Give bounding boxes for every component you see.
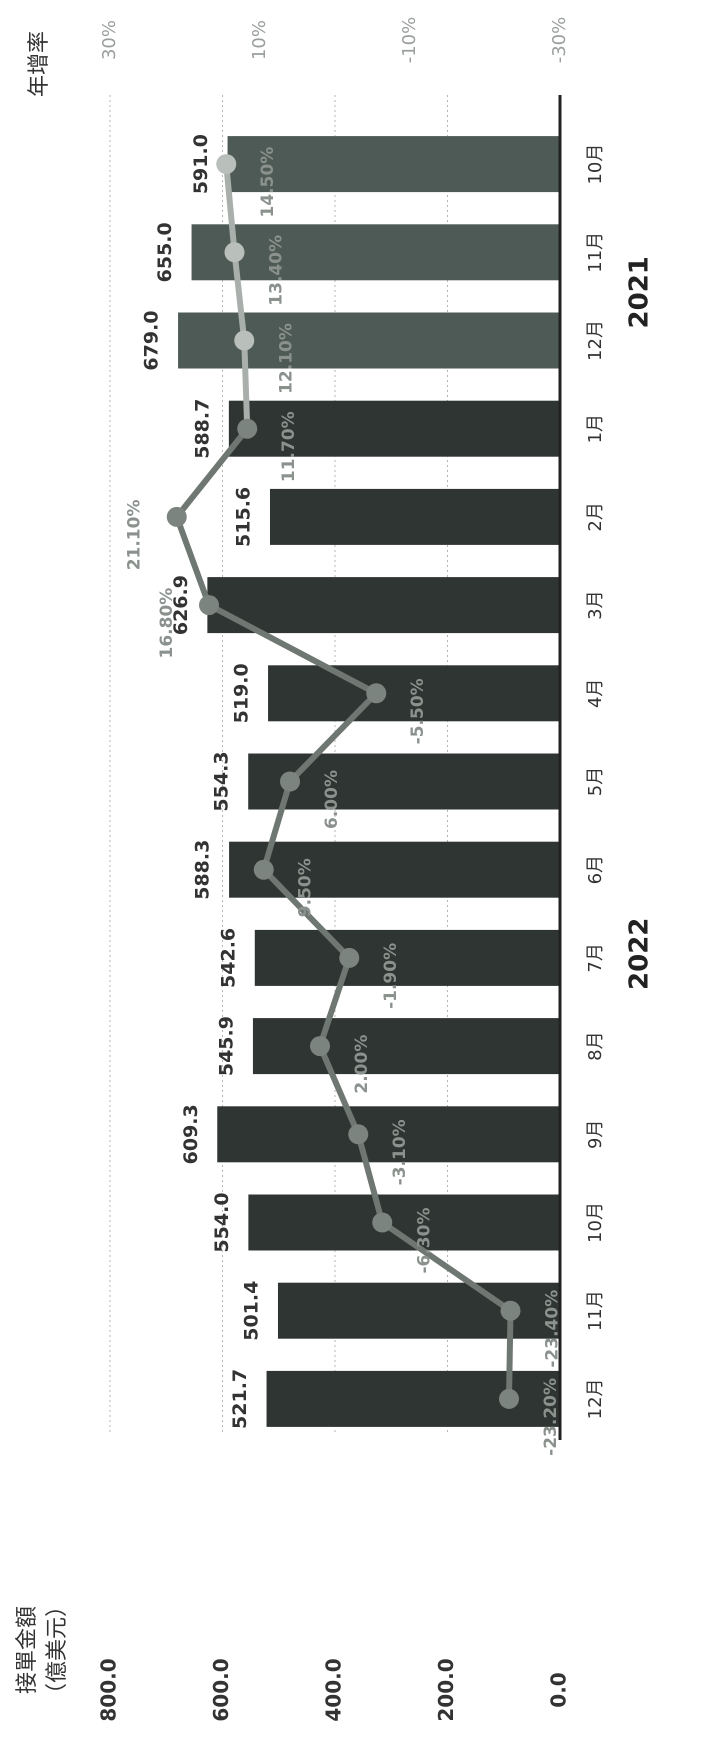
axis-layer: 10月 11月 12月 1月 2月 3月 4月 5月 6月 7月 8月 9月 10月 11月 12月 2021… <box>15 17 655 1722</box>
rate-marker <box>500 1300 521 1321</box>
category-tick-label: 9月 <box>585 1120 606 1149</box>
line-layer <box>166 154 521 1409</box>
rate-value-label: 6.00% <box>322 770 342 829</box>
bar <box>217 1106 561 1163</box>
rate-marker <box>499 1388 519 1409</box>
category-tick-label: 10月 <box>585 144 606 185</box>
year-group-label: 2022 <box>625 918 655 990</box>
bar <box>191 224 560 281</box>
bar-value-label: 588.3 <box>192 840 214 900</box>
left-axis-tick-label: 600.0 <box>209 1658 233 1721</box>
bar-value-label: 515.6 <box>232 487 254 547</box>
rate-line-2022 <box>173 426 514 1399</box>
rate-value-label: 12.10% <box>276 323 296 394</box>
bar <box>254 929 560 986</box>
left-axis-tick-label: 0.0 <box>547 1672 571 1707</box>
bar-layer <box>178 136 561 1427</box>
category-tick-label: 10月 <box>585 1202 606 1243</box>
category-tick-label: 4月 <box>585 679 606 708</box>
rate-marker <box>366 683 387 704</box>
rate-marker <box>310 1036 330 1057</box>
rate-value-label: 16.80% <box>157 588 177 659</box>
category-tick-label: 6月 <box>585 855 606 884</box>
bar <box>228 400 560 457</box>
bar <box>207 577 560 634</box>
right-axis-tick-label: -30% <box>549 17 570 64</box>
rate-value-label: 11.70% <box>279 411 299 482</box>
left-axis-title: 接單金額 <box>15 1606 40 1694</box>
rate-line-2021 <box>223 163 251 429</box>
rate-marker <box>253 859 274 880</box>
bar <box>248 753 561 810</box>
right-axis-tick-label: 10% <box>249 20 270 60</box>
bar-value-label: 679.0 <box>141 310 163 370</box>
right-axis-tick-label: -10% <box>399 17 420 64</box>
right-axis-tick-label: 30% <box>99 20 120 60</box>
category-tick-label: 11月 <box>585 1290 606 1331</box>
bar-value-label: 554.0 <box>211 1192 233 1252</box>
rate-value-label: -23.40% <box>543 1290 563 1368</box>
left-axis-tick-label: 800.0 <box>97 1658 121 1721</box>
bar-value-label: 545.9 <box>215 1016 237 1076</box>
bar-value-label: 609.3 <box>180 1104 202 1164</box>
bar-value-label: 655.0 <box>154 222 176 282</box>
category-tick-label: 12月 <box>585 320 606 361</box>
left-axis-tick-label: 200.0 <box>434 1658 458 1721</box>
rate-marker <box>348 1124 369 1145</box>
rate-value-label: 13.40% <box>267 235 287 306</box>
bar <box>268 665 560 722</box>
category-tick-label: 11月 <box>585 232 606 273</box>
category-tick-label: 1月 <box>585 414 606 443</box>
bar-value-label: 501.4 <box>240 1281 262 1341</box>
rate-marker <box>372 1212 393 1233</box>
rate-value-label: 21.10% <box>125 499 145 570</box>
bar-value-label: 519.0 <box>231 663 253 723</box>
category-tick-label: 8月 <box>585 1031 606 1060</box>
rate-value-label: 9.50% <box>296 858 316 917</box>
rate-value-label: 2.00% <box>352 1035 372 1094</box>
rate-value-label: 14.50% <box>258 147 278 218</box>
rate-marker <box>199 595 219 616</box>
bar-value-label: 588.7 <box>191 399 213 459</box>
bar <box>269 488 560 545</box>
rate-marker <box>280 771 300 792</box>
right-axis-title: 年增率 <box>27 31 52 97</box>
rate-marker <box>237 418 258 439</box>
bar <box>248 1194 560 1251</box>
bar-value-label: 554.3 <box>211 751 233 811</box>
category-tick-label: 5月 <box>585 767 606 796</box>
bar-value-label: 626.9 <box>170 575 192 635</box>
rate-value-label: -5.50% <box>408 678 428 744</box>
rate-value-label: -23.20% <box>541 1378 561 1456</box>
label-layer: 591.0 655.0 679.0 588.7 515.6 626.9 519.0 554.3… <box>125 134 563 1456</box>
category-tick-label: 2月 <box>585 502 606 531</box>
bar-value-label: 591.0 <box>190 134 212 194</box>
rate-marker <box>166 506 187 527</box>
bar-value-label: 542.6 <box>217 928 239 988</box>
rate-value-label: -3.10% <box>390 1119 410 1185</box>
bar <box>252 1018 560 1075</box>
category-tick-label: 3月 <box>585 590 606 619</box>
rate-marker <box>216 154 237 175</box>
category-tick-label: 7月 <box>585 943 606 972</box>
rate-marker <box>339 947 360 968</box>
year-group-label: 2021 <box>625 256 655 328</box>
left-axis-tick-label: 400.0 <box>322 1658 346 1721</box>
category-tick-label: 12月 <box>585 1378 606 1419</box>
bar-value-label: 521.7 <box>229 1369 251 1429</box>
rate-marker <box>234 330 255 351</box>
bar <box>227 136 560 193</box>
rate-value-label: -6.30% <box>414 1207 434 1273</box>
rate-value-label: -1.90% <box>381 943 401 1009</box>
rate-marker <box>224 242 245 263</box>
left-axis-unit: （億美元） <box>45 1595 70 1705</box>
